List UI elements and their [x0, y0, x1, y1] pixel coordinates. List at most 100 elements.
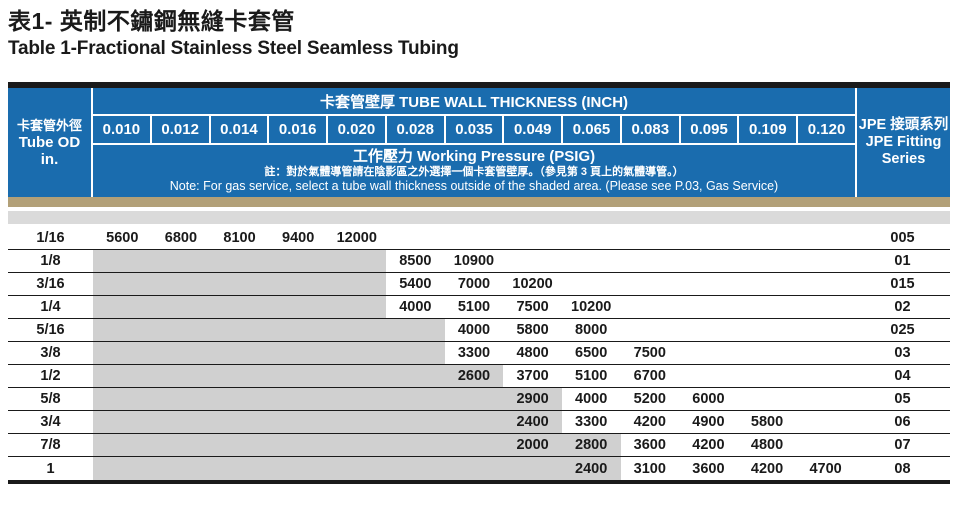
thickness-col-0.049: 0.049 [504, 116, 564, 143]
tube-od-unit: in. [40, 151, 59, 168]
tube-od-label-zh: 卡套管外徑 [16, 118, 82, 133]
pressure-cells: 5600 6800 8100 9400 12000 [93, 227, 855, 249]
fitting-series-value: 025 [890, 322, 915, 338]
fitting-series-value: 05 [894, 391, 911, 407]
table-row-1-2: 1/2 2600 3700 5100 6700 04 [8, 365, 950, 388]
thickness-col-0.065: 0.065 [563, 116, 622, 143]
table-row-1: 1 2400 3100 3600 4200 4700 08 [8, 457, 950, 480]
pressure-value: 5800 [750, 414, 784, 430]
pressure-cells: 3300 4800 6500 7500 [93, 342, 855, 364]
jpe-series-label-en2: Series [881, 151, 926, 167]
pressure-cells: 2400 3100 3600 4200 4700 [93, 457, 855, 480]
thickness-col-0.012: 0.012 [152, 116, 211, 143]
pressure-value: 10900 [453, 253, 495, 269]
pressure-cells: 2400 3300 4200 4900 5800 [93, 411, 855, 433]
pressure-value: 9400 [282, 230, 315, 246]
divider-gap [8, 224, 950, 227]
pressure-value: 2900 [516, 391, 549, 407]
tube-od-value: 3/4 [40, 414, 61, 430]
shaded-area [93, 250, 387, 272]
thickness-col-0.120: 0.120 [807, 121, 846, 138]
pressure-value: 4800 [750, 437, 784, 453]
pressure-cells: 2900 4000 5200 6000 [93, 388, 855, 410]
shaded-area [93, 434, 621, 456]
pressure-value: 10200 [571, 299, 612, 315]
gas-service-note-zh: 註：對於氣體導管請在陰影區之外選擇一個卡套管壁厚。（參見第 3 頁上的氣體導管。… [264, 166, 684, 178]
fitting-series-value: 04 [894, 368, 911, 384]
pressure-value: 3700 [516, 368, 549, 384]
thickness-col-0.016: 0.016 [269, 116, 329, 143]
pressure-cells: 2000 2800 3600 4200 4800 [93, 434, 855, 456]
pressure-value: 3600 [633, 437, 666, 453]
pressure-value: 3300 [457, 345, 491, 361]
pressure-value: 6500 [575, 345, 608, 361]
divider-gap [8, 207, 950, 211]
thickness-col-0.010: 0.010 [93, 116, 152, 143]
tube-od-value: 7/8 [40, 437, 61, 453]
pressure-cells: 4000 5800 8000 [93, 319, 855, 341]
pressure-value: 7500 [516, 299, 549, 315]
pressure-value: 6800 [164, 230, 198, 246]
table-row-5-8: 5/8 2900 4000 5200 6000 05 [8, 388, 950, 411]
fitting-series-value: 03 [894, 345, 911, 361]
thickness-title: 卡套管壁厚 TUBE WALL THICKNESS (INCH) [319, 93, 629, 111]
tube-od-header: 卡套管外徑 Tube OD in. [8, 88, 93, 197]
pressure-value: 4000 [575, 391, 608, 407]
fitting-series-value: 015 [890, 276, 915, 292]
thickness-col-0.095: 0.095 [681, 116, 740, 143]
pressure-cells: 5400 7000 10200 [93, 273, 855, 295]
tube-od-value: 3/8 [40, 345, 61, 361]
pressure-value: 4200 [633, 414, 666, 430]
table-header: 卡套管外徑 Tube OD in. 卡套管壁厚 TUBE WALL THICKN… [8, 88, 950, 197]
shaded-area [93, 319, 445, 341]
title-block: 表1- 英制不鏽鋼無縫卡套管 Table 1-Fractional Stainl… [8, 6, 459, 61]
thickness-col-0.109: 0.109 [739, 116, 799, 143]
pressure-value: 4800 [516, 345, 549, 361]
jpe-series-label-en1: JPE Fitting [865, 134, 942, 150]
tube-od-value: 1/16 [36, 230, 65, 246]
pressure-value: 2600 [457, 368, 491, 384]
pressure-value: 5200 [633, 391, 666, 407]
shaded-area [93, 342, 445, 364]
table-body: 1/16 5600 6800 8100 9400 12000 005 1/8 8500 10900… [8, 227, 950, 484]
table-row-3-4: 3/4 2400 3300 4200 4900 5800 06 [8, 411, 950, 434]
thickness-columns: 0.010 0.012 0.014 0.016 0.020 0.028 0.035 0.049… [93, 114, 855, 145]
pressure-value: 2000 [516, 437, 549, 453]
tube-od-label-en: Tube OD [18, 134, 81, 151]
pressure-value: 5100 [575, 368, 608, 384]
table-row-5-16: 5/16 4000 5800 8000 025 [8, 319, 950, 342]
table-row-1-16: 1/16 5600 6800 8100 9400 12000 005 [8, 227, 950, 250]
pressure-value: 10200 [512, 276, 553, 292]
pressure-value: 2800 [575, 437, 608, 453]
jpe-series-header: JPE 接頭系列 JPE Fitting Series [855, 88, 950, 197]
pressure-value: 2400 [575, 460, 608, 477]
pressure-title: 工作壓力 Working Pressure (PSIG) [352, 148, 596, 165]
pressure-value: 4000 [457, 322, 491, 338]
pressure-value: 4900 [692, 414, 725, 430]
shaded-area [93, 457, 621, 480]
fitting-series-value: 005 [890, 230, 915, 246]
working-pressure-header: 工作壓力 Working Pressure (PSIG) 註：對於氣體導管請在陰… [93, 145, 855, 197]
fitting-series-value: 01 [894, 253, 911, 269]
pressure-value: 2400 [516, 414, 549, 430]
shaded-area [93, 388, 562, 410]
fitting-series-value: 08 [894, 460, 911, 477]
pressure-value: 5400 [399, 276, 432, 292]
pressure-value: 12000 [336, 230, 377, 246]
pressure-value: 4200 [750, 460, 784, 477]
tube-od-value: 1/2 [40, 368, 61, 384]
pressure-value: 3100 [633, 460, 666, 477]
table-row-7-8: 7/8 2000 2800 3600 4200 4800 07 [8, 434, 950, 457]
table-row-3-16: 3/16 5400 7000 10200 015 [8, 273, 950, 296]
shaded-area [93, 411, 562, 433]
tube-od-value: 5/8 [40, 391, 61, 407]
pressure-value: 5600 [106, 230, 139, 246]
pressure-value: 8500 [399, 253, 432, 269]
shaded-area [93, 296, 387, 318]
table-title-en: Table 1-Fractional Stainless Steel Seaml… [8, 38, 459, 59]
pressure-value: 4700 [809, 460, 842, 477]
pressure-value: 6000 [692, 391, 725, 407]
pressure-value: 4000 [399, 299, 432, 315]
pressure-cells: 4000 5100 7500 10200 [93, 296, 855, 318]
shaded-area [93, 365, 504, 387]
